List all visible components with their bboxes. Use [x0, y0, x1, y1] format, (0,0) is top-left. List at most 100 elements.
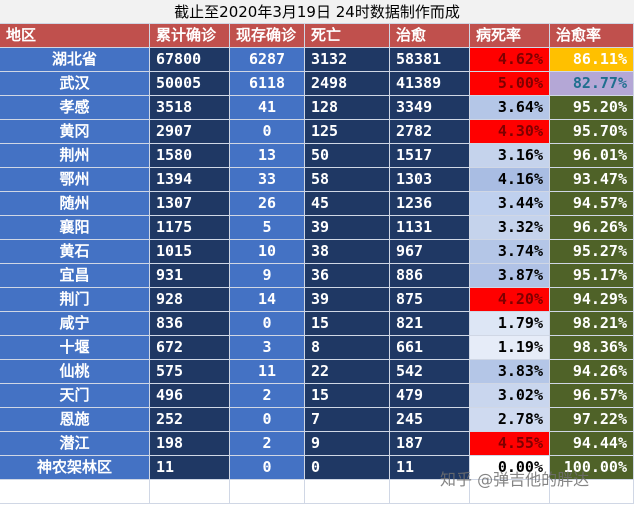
cure-rate-cell: 97.22% [550, 408, 634, 432]
number-cell: 1015 [150, 240, 230, 264]
number-cell: 1307 [150, 192, 230, 216]
number-cell: 11 [230, 360, 305, 384]
empty-cell [470, 480, 550, 504]
header-cell: 病死率 [470, 24, 550, 48]
number-cell: 821 [390, 312, 470, 336]
number-cell: 479 [390, 384, 470, 408]
number-cell: 38 [305, 240, 390, 264]
region-cell: 宜昌 [0, 264, 150, 288]
number-cell: 1394 [150, 168, 230, 192]
number-cell: 11 [390, 456, 470, 480]
number-cell: 931 [150, 264, 230, 288]
cure-rate-cell: 93.47% [550, 168, 634, 192]
cure-rate-cell: 95.20% [550, 96, 634, 120]
number-cell: 58 [305, 168, 390, 192]
death-rate-cell: 4.55% [470, 432, 550, 456]
empty-cell [0, 480, 150, 504]
number-cell: 0 [230, 120, 305, 144]
number-cell: 10 [230, 240, 305, 264]
number-cell: 1236 [390, 192, 470, 216]
death-rate-cell: 2.78% [470, 408, 550, 432]
number-cell: 0 [230, 312, 305, 336]
death-rate-cell: 3.83% [470, 360, 550, 384]
empty-cell [550, 480, 634, 504]
death-rate-cell: 3.44% [470, 192, 550, 216]
region-cell: 咸宁 [0, 312, 150, 336]
number-cell: 125 [305, 120, 390, 144]
death-rate-cell: 5.00% [470, 72, 550, 96]
region-cell: 荆门 [0, 288, 150, 312]
region-cell: 黄冈 [0, 120, 150, 144]
header-cell: 累计确诊 [150, 24, 230, 48]
number-cell: 1131 [390, 216, 470, 240]
region-cell: 孝感 [0, 96, 150, 120]
number-cell: 252 [150, 408, 230, 432]
number-cell: 8 [305, 336, 390, 360]
empty-cell [305, 480, 390, 504]
number-cell: 6118 [230, 72, 305, 96]
death-rate-cell: 4.16% [470, 168, 550, 192]
number-cell: 58381 [390, 48, 470, 72]
number-cell: 542 [390, 360, 470, 384]
number-cell: 45 [305, 192, 390, 216]
cure-rate-cell: 96.26% [550, 216, 634, 240]
number-cell: 0 [230, 408, 305, 432]
cure-rate-cell: 96.01% [550, 144, 634, 168]
number-cell: 5 [230, 216, 305, 240]
number-cell: 14 [230, 288, 305, 312]
number-cell: 39 [305, 288, 390, 312]
number-cell: 198 [150, 432, 230, 456]
number-cell: 2 [230, 432, 305, 456]
cure-rate-cell: 95.27% [550, 240, 634, 264]
number-cell: 967 [390, 240, 470, 264]
region-cell: 武汉 [0, 72, 150, 96]
death-rate-cell: 0.00% [470, 456, 550, 480]
number-cell: 875 [390, 288, 470, 312]
cure-rate-cell: 94.44% [550, 432, 634, 456]
number-cell: 41389 [390, 72, 470, 96]
number-cell: 15 [305, 384, 390, 408]
number-cell: 1303 [390, 168, 470, 192]
number-cell: 3349 [390, 96, 470, 120]
empty-cell [390, 480, 470, 504]
number-cell: 187 [390, 432, 470, 456]
death-rate-cell: 3.32% [470, 216, 550, 240]
number-cell: 2498 [305, 72, 390, 96]
number-cell: 3132 [305, 48, 390, 72]
death-rate-cell: 3.64% [470, 96, 550, 120]
header-cell: 地区 [0, 24, 150, 48]
number-cell: 50005 [150, 72, 230, 96]
number-cell: 496 [150, 384, 230, 408]
number-cell: 575 [150, 360, 230, 384]
number-cell: 886 [390, 264, 470, 288]
region-cell: 荆州 [0, 144, 150, 168]
cure-rate-cell: 95.17% [550, 264, 634, 288]
death-rate-cell: 3.87% [470, 264, 550, 288]
region-cell: 黄石 [0, 240, 150, 264]
number-cell: 6287 [230, 48, 305, 72]
cure-rate-cell: 98.21% [550, 312, 634, 336]
number-cell: 2782 [390, 120, 470, 144]
number-cell: 1580 [150, 144, 230, 168]
sheet-title: 截止至2020年3月19日 24时数据制作而成 [0, 0, 634, 24]
number-cell: 13 [230, 144, 305, 168]
number-cell: 2 [230, 384, 305, 408]
number-cell: 0 [305, 456, 390, 480]
number-cell: 245 [390, 408, 470, 432]
number-cell: 41 [230, 96, 305, 120]
death-rate-cell: 3.02% [470, 384, 550, 408]
death-rate-cell: 4.30% [470, 120, 550, 144]
number-cell: 3518 [150, 96, 230, 120]
number-cell: 36 [305, 264, 390, 288]
number-cell: 39 [305, 216, 390, 240]
number-cell: 11 [150, 456, 230, 480]
death-rate-cell: 4.62% [470, 48, 550, 72]
number-cell: 7 [305, 408, 390, 432]
region-cell: 湖北省 [0, 48, 150, 72]
region-cell: 天门 [0, 384, 150, 408]
number-cell: 1175 [150, 216, 230, 240]
empty-cell [150, 480, 230, 504]
number-cell: 128 [305, 96, 390, 120]
region-cell: 潜江 [0, 432, 150, 456]
